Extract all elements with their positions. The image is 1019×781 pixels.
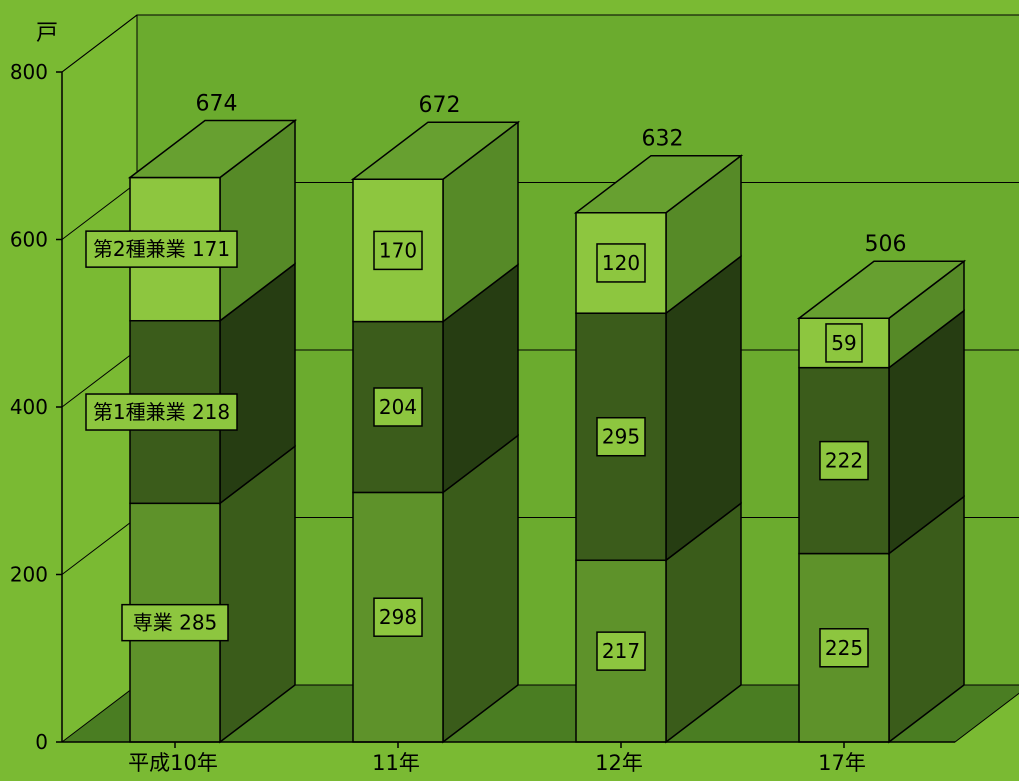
segment-label-box	[819, 440, 869, 481]
y-tick-label: 800	[10, 60, 48, 84]
segment-label-box	[85, 393, 238, 431]
bar-total-label: 674	[196, 92, 238, 117]
segment-label: 専業 285	[133, 611, 218, 635]
y-axis: 0 200 400 600 800	[10, 60, 63, 754]
segment-label: 170	[379, 238, 417, 262]
y-tick-label: 200	[10, 563, 48, 587]
x-tick-label: 17年	[818, 751, 866, 775]
segment-label-box	[373, 230, 423, 271]
x-tick-label: 12年	[595, 751, 643, 775]
segment-label-box	[596, 416, 646, 457]
bar-top-face	[350, 121, 521, 180]
segment-label: 204	[379, 395, 417, 419]
y-tick-label: 600	[10, 228, 48, 252]
bar-top-face	[573, 154, 744, 214]
segment-label: 295	[602, 425, 640, 449]
segment-label: 217	[602, 639, 640, 663]
bar-total-label: 672	[419, 93, 461, 118]
bar-top-face	[796, 260, 967, 319]
segment-label-box	[596, 243, 646, 283]
y-axis-unit-label: 戸	[36, 21, 58, 46]
segment-label: 第1種兼業 218	[93, 400, 230, 424]
segment-label: 120	[602, 251, 640, 275]
bar-top-face	[127, 119, 298, 179]
segment-label-box	[825, 323, 863, 363]
gridline-side	[61, 14, 138, 73]
segment-label-box	[85, 230, 238, 268]
x-axis: 平成10年 11年 12年 17年	[62, 741, 955, 775]
y-tick-label: 400	[10, 395, 48, 419]
y-tick-label: 0	[35, 730, 48, 754]
bar-total-label: 506	[865, 232, 907, 257]
gridline-side	[61, 349, 138, 408]
bar-total-label: 632	[642, 127, 684, 152]
segment-label-box	[121, 603, 229, 642]
segment-label: 59	[831, 331, 856, 355]
x-tick-label: 11年	[372, 751, 420, 775]
bar-segment	[798, 366, 890, 555]
segment-label: 298	[379, 605, 417, 629]
segment-label-box	[373, 387, 423, 427]
segment-label-box	[819, 628, 869, 668]
segment-label: 222	[825, 449, 863, 473]
segment-label: 225	[825, 636, 863, 660]
segment-label-box	[373, 597, 423, 637]
data-labels: 674 専業 285 第1種兼業 218 第2種兼業 171 672 298 204 170 6…	[85, 92, 907, 671]
gridline-side	[61, 182, 138, 240]
gridline-side	[61, 517, 138, 575]
x-tick-label: 平成10年	[128, 751, 218, 775]
segment-label-box	[596, 631, 646, 671]
segment-label: 第2種兼業 171	[93, 237, 230, 261]
